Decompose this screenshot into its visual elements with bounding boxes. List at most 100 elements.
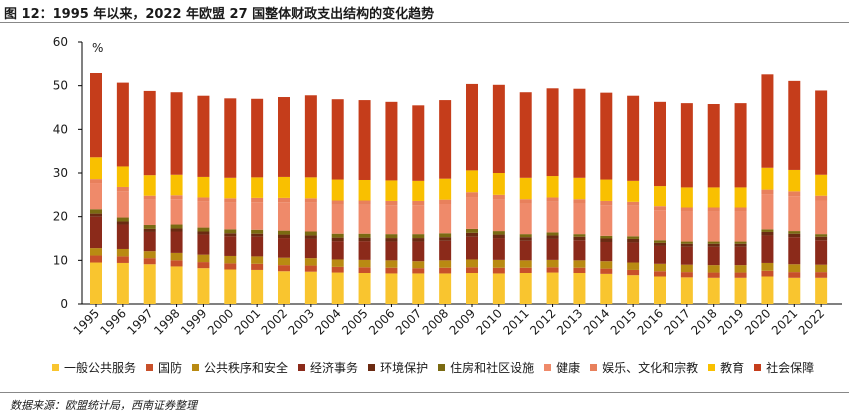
bar-segment xyxy=(761,194,774,230)
bar-segment xyxy=(251,177,264,198)
bar-segment xyxy=(466,83,478,171)
bar-segment xyxy=(466,267,478,273)
bar-segment xyxy=(278,271,290,304)
bar-segment xyxy=(439,237,452,241)
bar-segment xyxy=(734,243,747,247)
legend-item: 环境保护 xyxy=(368,359,428,376)
bar-segment xyxy=(197,268,210,304)
bar-segment xyxy=(546,232,559,236)
bar-segment xyxy=(627,236,640,239)
bar-segment xyxy=(627,242,640,263)
bar-segment xyxy=(385,241,398,261)
bar-segment xyxy=(734,246,747,266)
bar-segment xyxy=(358,259,371,268)
bar-segment xyxy=(251,256,264,264)
x-tick-label: 2017 xyxy=(661,306,692,337)
bar-segment xyxy=(304,235,317,239)
bar-segment xyxy=(761,231,774,236)
bar-segment xyxy=(654,240,666,243)
bar-segment xyxy=(197,197,210,202)
bar-segment xyxy=(439,178,452,200)
bar-segment xyxy=(734,187,747,208)
bar-segment xyxy=(680,272,693,278)
bar-segment xyxy=(707,243,720,247)
bar-segment xyxy=(815,236,828,241)
bar-segment xyxy=(573,236,586,241)
bar-segment xyxy=(788,231,801,234)
bar-segment xyxy=(90,73,102,158)
y-tick-label: 60 xyxy=(53,35,68,49)
bar-segment xyxy=(734,277,747,304)
bar-segment xyxy=(439,204,452,234)
bar-segment xyxy=(304,265,317,272)
bar-segment xyxy=(466,197,478,229)
x-tick-label: 2002 xyxy=(259,306,290,337)
bar-segment xyxy=(680,207,693,212)
bar-segment xyxy=(761,74,774,168)
x-tick-label: 1998 xyxy=(151,306,182,337)
bar-segment xyxy=(492,259,505,268)
bar-segment xyxy=(116,217,129,222)
bar-segment xyxy=(116,224,129,249)
legend-swatch xyxy=(192,363,200,371)
bar-segment xyxy=(734,272,747,278)
bar-segment xyxy=(278,257,290,266)
bar-segment xyxy=(546,197,559,202)
bar-segment xyxy=(519,234,532,238)
bar-segment xyxy=(600,273,613,304)
bar-segment xyxy=(466,273,478,304)
bar-segment xyxy=(170,92,183,175)
bar-segment xyxy=(492,238,505,260)
bar-segment xyxy=(170,224,183,229)
bar-segment xyxy=(143,199,156,225)
bar-segment xyxy=(143,195,156,200)
y-tick-label: 0 xyxy=(60,297,68,311)
bar-segment xyxy=(251,233,264,237)
bar-segment xyxy=(600,200,613,206)
bar-segment xyxy=(707,207,720,212)
y-tick-label: 20 xyxy=(53,210,68,224)
bar-segment xyxy=(143,231,156,252)
bar-segment xyxy=(600,261,613,269)
bar-segment xyxy=(439,199,452,205)
bar-segment xyxy=(143,258,156,265)
bar-segment xyxy=(170,199,183,225)
bar-segment xyxy=(707,241,720,244)
legend-swatch xyxy=(438,363,446,371)
x-tick-label: 2003 xyxy=(285,306,316,337)
bar-segment xyxy=(546,267,559,273)
bar-segment xyxy=(761,189,774,195)
bar-segment xyxy=(654,210,666,241)
x-tick-label: 2015 xyxy=(608,306,639,337)
legend: 一般公共服务 国防 公共秩序和安全 经济事务 环境保护 住房和社区设施 健康 娱乐、文化和宗教… xyxy=(52,358,849,376)
bar-segment xyxy=(573,240,586,261)
legend-item: 国防 xyxy=(146,359,182,376)
bar-segment xyxy=(385,273,398,304)
bar-segment xyxy=(707,265,720,273)
bar-segment xyxy=(143,264,156,304)
bar-segment xyxy=(331,259,344,267)
bar-segment xyxy=(573,234,586,237)
bar-segment xyxy=(788,264,801,273)
bar-segment xyxy=(680,246,693,265)
bar-segment xyxy=(331,99,344,180)
x-tick-label: 2007 xyxy=(393,306,424,337)
legend-item: 健康 xyxy=(544,359,580,376)
legend-label: 国防 xyxy=(158,360,183,375)
bar-segment xyxy=(492,267,505,274)
bar-segment xyxy=(385,238,398,242)
x-tick-label: 2004 xyxy=(312,306,343,337)
bar-segment xyxy=(466,228,478,233)
bar-segment xyxy=(707,104,720,188)
bar-segment xyxy=(412,105,425,181)
bar-segment xyxy=(358,241,371,260)
bar-segment xyxy=(278,265,290,272)
bar-segment xyxy=(116,191,129,218)
legend-label: 经济事务 xyxy=(310,360,359,375)
bar-segment xyxy=(788,169,801,192)
bar-segment xyxy=(439,100,452,179)
bar-segment xyxy=(707,187,720,208)
bar-segment xyxy=(90,179,102,184)
bar-segment xyxy=(278,238,290,258)
bar-segment xyxy=(519,92,532,178)
